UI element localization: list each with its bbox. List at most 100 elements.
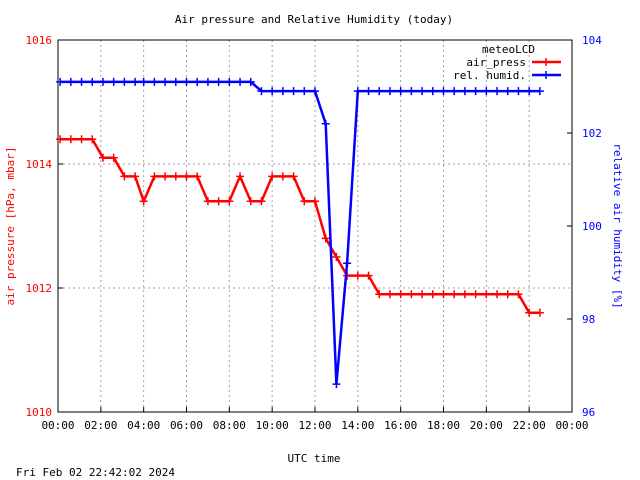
legend-label-rel-humid: rel. humid. [453, 69, 526, 82]
data-point-air-press [407, 290, 416, 299]
data-point-rel-humid [131, 77, 140, 86]
footer-timestamp: Fri Feb 02 22:42:02 2024 [16, 466, 175, 479]
data-point-air-press [321, 234, 330, 243]
data-point-air-press [460, 290, 469, 299]
y-right-tick-label: 102 [582, 127, 602, 140]
y-right-tick-label: 100 [582, 220, 602, 233]
x-tick-label: 22:00 [513, 419, 546, 432]
data-point-rel-humid [321, 119, 330, 128]
data-point-rel-humid [257, 87, 266, 96]
data-point-rel-humid [385, 87, 394, 96]
data-point-rel-humid [418, 87, 427, 96]
data-point-air-press [257, 197, 266, 206]
data-point-air-press [364, 271, 373, 280]
data-point-air-press [396, 290, 405, 299]
data-point-rel-humid [450, 87, 459, 96]
data-point-air-press [88, 135, 97, 144]
data-point-air-press [139, 197, 148, 206]
data-point-air-press [193, 172, 202, 181]
data-point-rel-humid [203, 77, 212, 86]
data-point-rel-humid [109, 77, 118, 86]
data-point-rel-humid [460, 87, 469, 96]
data-point-air-press [268, 172, 277, 181]
data-point-rel-humid [535, 87, 544, 96]
data-point-rel-humid [493, 87, 502, 96]
x-tick-label: 12:00 [298, 419, 331, 432]
x-tick-label: 10:00 [256, 419, 289, 432]
data-point-rel-humid [503, 87, 512, 96]
x-tick-label: 02:00 [84, 419, 117, 432]
data-point-rel-humid [56, 77, 65, 86]
data-point-air-press [236, 172, 245, 181]
data-point-rel-humid [171, 77, 180, 86]
data-point-air-press [161, 172, 170, 181]
data-point-air-press [493, 290, 502, 299]
y-left-axis-label: air pressure [hPa, mbar] [4, 147, 17, 306]
data-point-rel-humid [161, 77, 170, 86]
data-point-air-press [439, 290, 448, 299]
chart-title: Air pressure and Relative Humidity (toda… [175, 13, 453, 26]
data-point-rel-humid [289, 87, 298, 96]
data-point-rel-humid [139, 77, 148, 86]
data-point-rel-humid [214, 77, 223, 86]
x-tick-label: 04:00 [127, 419, 160, 432]
data-point-air-press [246, 197, 255, 206]
x-tick-label: 06:00 [170, 419, 203, 432]
x-tick-label: 18:00 [427, 419, 460, 432]
data-point-air-press [214, 197, 223, 206]
data-point-air-press [120, 172, 129, 181]
data-point-air-press [203, 197, 212, 206]
legend-title: meteoLCD [482, 43, 535, 56]
data-point-rel-humid [66, 77, 75, 86]
data-point-air-press [131, 172, 140, 181]
data-point-air-press [109, 153, 118, 162]
data-point-air-press [428, 290, 437, 299]
series-layer [56, 77, 544, 389]
data-point-rel-humid [396, 87, 405, 96]
data-point-air-press [56, 135, 65, 144]
data-point-rel-humid [471, 87, 480, 96]
data-point-air-press [450, 290, 459, 299]
y-right-tick-label: 96 [582, 406, 595, 419]
data-point-air-press [525, 308, 534, 317]
x-axis-label: UTC time [288, 452, 341, 465]
axis-ticks: 00:00 02:00 04:00 06:00 08:00 10:00 12:00 14:00… [26, 34, 603, 432]
data-point-rel-humid [407, 87, 416, 96]
data-point-rel-humid [514, 87, 523, 96]
y-right-axis-label: relative air humidity [%] [611, 143, 624, 309]
data-point-air-press [66, 135, 75, 144]
data-point-rel-humid [439, 87, 448, 96]
data-point-air-press [385, 290, 394, 299]
data-point-air-press [182, 172, 191, 181]
x-tick-label: 14:00 [341, 419, 374, 432]
y-right-tick-label: 104 [582, 34, 602, 47]
data-point-air-press [225, 197, 234, 206]
data-point-rel-humid [278, 87, 287, 96]
data-point-rel-humid [525, 87, 534, 96]
data-point-air-press [150, 172, 159, 181]
data-point-rel-humid [150, 77, 159, 86]
data-point-rel-humid [193, 77, 202, 86]
data-point-air-press [278, 172, 287, 181]
data-point-air-press [98, 153, 107, 162]
data-point-rel-humid [364, 87, 373, 96]
data-point-rel-humid [182, 77, 191, 86]
y-left-tick-label: 1014 [26, 158, 53, 171]
data-point-air-press [171, 172, 180, 181]
data-point-air-press [289, 172, 298, 181]
x-tick-label: 00:00 [41, 419, 74, 432]
data-point-air-press [311, 197, 319, 206]
legend-label-air-press: air_press [466, 56, 526, 69]
y-left-tick-label: 1016 [26, 34, 53, 47]
data-point-rel-humid [300, 87, 309, 96]
data-point-air-press [300, 197, 309, 206]
data-point-air-press [471, 290, 480, 299]
data-point-rel-humid [428, 87, 437, 96]
data-point-air-press [514, 290, 523, 299]
x-tick-label: 00:00 [555, 419, 588, 432]
data-point-rel-humid [236, 77, 245, 86]
data-point-air-press [77, 135, 86, 144]
data-point-rel-humid [246, 77, 255, 86]
data-point-rel-humid [343, 259, 352, 268]
